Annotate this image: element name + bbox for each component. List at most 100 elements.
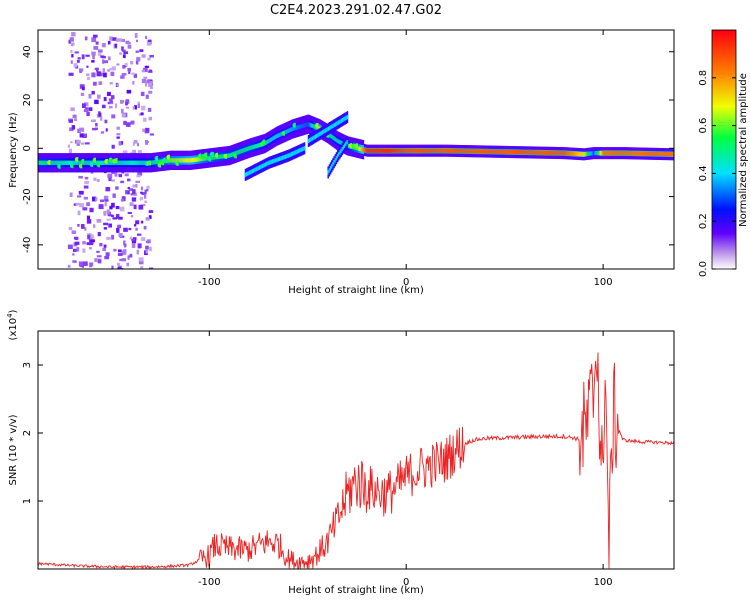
ridge-core (58, 160, 60, 165)
branch-core (251, 169, 254, 174)
branch-core (263, 163, 266, 168)
ridge-core (54, 160, 57, 165)
scatter-cell (104, 199, 109, 202)
branch-core (339, 150, 341, 155)
scatter-cell (86, 65, 89, 68)
scatter-cell (91, 60, 95, 63)
ridge-core (70, 160, 72, 165)
ridge-core (510, 149, 512, 155)
scatter-cell (121, 196, 126, 202)
scatter-cell (106, 209, 110, 215)
ridge-core (39, 160, 42, 165)
ridge-core (531, 150, 533, 155)
ridge-core (375, 148, 377, 153)
ridge-core (333, 135, 335, 141)
scatter-cell (103, 60, 109, 64)
ridge-core (138, 160, 140, 165)
branch-core (302, 146, 305, 152)
snr-plot-area (38, 331, 674, 569)
scatter-cell (111, 179, 115, 182)
branch-core (294, 150, 296, 155)
ridge-core (472, 149, 474, 154)
scatter-cell (76, 143, 80, 146)
scatter-cell (102, 59, 105, 64)
branch-core (271, 159, 274, 164)
ridge-core (245, 147, 248, 152)
scatter-cell (84, 36, 88, 41)
ridge-core (242, 148, 245, 153)
scatter-cell (98, 204, 104, 210)
scatter-cell (117, 253, 123, 256)
ridge-core (426, 148, 429, 153)
branch-core (343, 143, 346, 148)
ridge-core (589, 151, 591, 156)
ridge-core (38, 160, 40, 165)
branch-core (343, 117, 345, 122)
ridge-core (45, 160, 48, 165)
ridge-core (420, 148, 423, 153)
branch-core (262, 163, 264, 168)
scatter-cell (67, 144, 71, 148)
branch-core (288, 153, 290, 158)
branch-core (253, 168, 255, 173)
scatter-cell (107, 69, 110, 72)
ridge-core (618, 150, 621, 156)
ridge-core (474, 149, 476, 154)
branch-core (320, 130, 323, 136)
scatter-cell (130, 215, 134, 218)
ridge-core (385, 148, 387, 153)
snr-series (38, 352, 674, 569)
scatter-cell (128, 188, 134, 191)
scatter-cell (99, 199, 105, 203)
ridge-core (80, 160, 82, 165)
ridge-core (546, 150, 548, 155)
scatter-cell (110, 95, 115, 100)
ridge-core (462, 148, 464, 154)
ridge-core (424, 148, 427, 153)
scatter-cell (105, 187, 111, 192)
y-tick-label: -40 (22, 237, 33, 253)
spectrogram-x-ticks: -100 0 100 (198, 30, 613, 288)
x-tick-label: -100 (198, 277, 221, 288)
ridge-core (192, 157, 194, 163)
ridge-core (501, 149, 504, 155)
branch-core (316, 133, 318, 139)
ridge-core (153, 160, 155, 165)
ridge-core (629, 151, 631, 156)
branch-core (337, 120, 339, 126)
scatter-cell (120, 100, 124, 104)
ridge-core (165, 158, 168, 164)
ridge-core (176, 158, 179, 163)
scatter-cell (144, 189, 147, 195)
scatter-cell (145, 127, 150, 133)
ridge-core (193, 157, 195, 163)
scatter-cell (108, 105, 113, 109)
ridge-core (139, 160, 141, 165)
scatter-cell (121, 250, 127, 255)
ridge-core (74, 160, 76, 165)
ridge-core (598, 150, 600, 156)
scatter-cell (145, 240, 150, 244)
scatter-cell (148, 267, 154, 269)
ridge-core (200, 156, 202, 162)
scatter-cell (84, 102, 89, 107)
ridge-core (66, 160, 68, 165)
scatter-cell (140, 186, 143, 191)
scatter-cell (92, 81, 97, 86)
scatter-cell (91, 51, 96, 56)
ridge-core (309, 122, 312, 128)
scatter-cell (89, 247, 92, 250)
ridge-core (527, 150, 529, 155)
scatter-cell (109, 36, 113, 41)
ridge-core (537, 150, 539, 155)
ridge-core (636, 151, 638, 156)
ridge-core (168, 158, 171, 163)
branch-core (274, 158, 276, 163)
ridge-core (75, 160, 77, 165)
ridge-core (140, 160, 142, 165)
ridge-core (100, 160, 102, 165)
ridge-core (540, 150, 542, 155)
ridge-core (41, 160, 44, 165)
scatter-cell (140, 220, 144, 224)
scatter-cell (89, 262, 94, 267)
